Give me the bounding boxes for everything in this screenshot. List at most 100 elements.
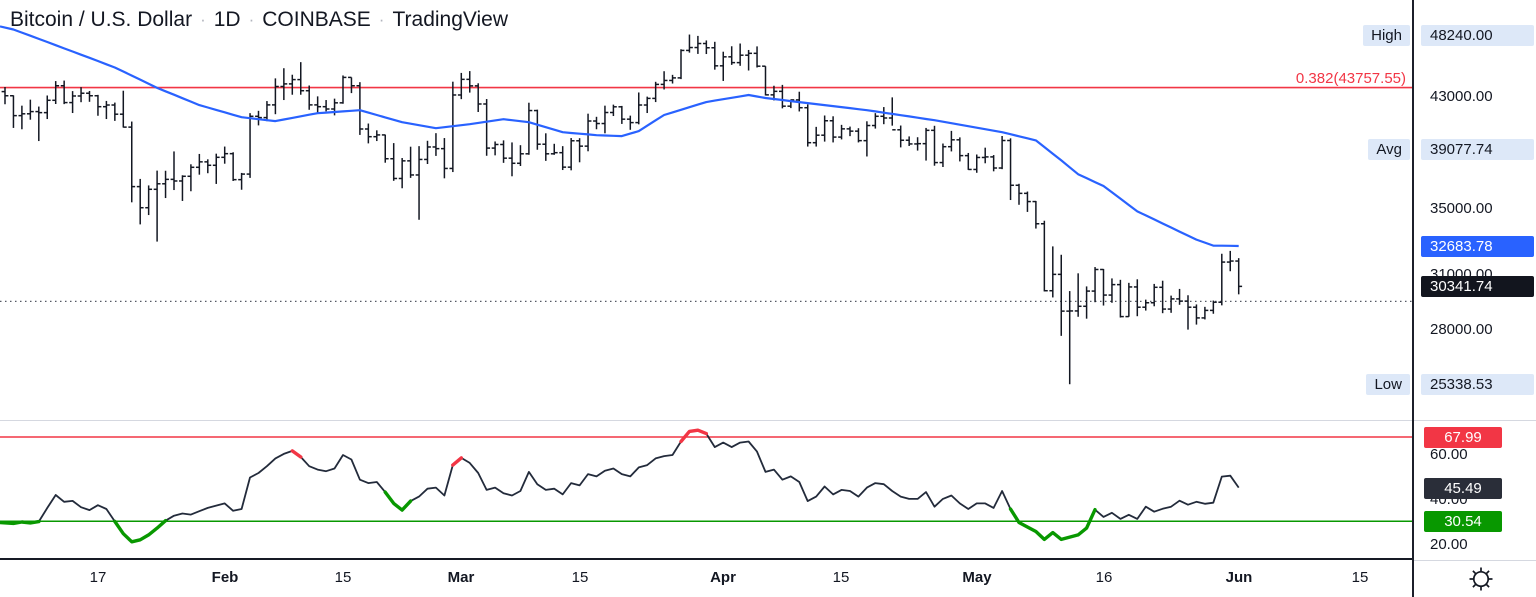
candle	[779, 84, 786, 109]
rsi-axis-label: 60.00	[1430, 446, 1468, 463]
price-axis-label: 35000.00	[1430, 200, 1493, 217]
candle	[381, 134, 389, 163]
pane-separator[interactable]	[0, 420, 1536, 421]
time-axis-day-label: 15	[571, 569, 589, 586]
candle	[1226, 250, 1234, 272]
candle	[229, 152, 237, 181]
candle	[60, 80, 68, 105]
candle	[474, 83, 482, 112]
chart-surface[interactable]	[0, 0, 1412, 597]
candle	[610, 104, 617, 117]
candle	[694, 35, 702, 54]
candle	[618, 105, 626, 124]
candle	[1159, 280, 1167, 314]
price-axis-label: 52000.00	[1430, 0, 1493, 4]
candle	[305, 85, 313, 110]
rsi-oversold-segment	[0, 519, 41, 526]
candle	[1176, 288, 1183, 305]
fib-level-label: 0.382(43757.55)	[1295, 70, 1406, 87]
candle	[424, 140, 431, 164]
time-axis-day-label: 15	[334, 569, 352, 586]
candle	[542, 133, 550, 161]
candle	[821, 115, 829, 142]
candle	[517, 145, 524, 166]
candle	[559, 146, 567, 171]
candle	[1057, 254, 1065, 336]
candle	[187, 164, 195, 192]
candle	[128, 121, 136, 203]
ma-line[interactable]	[0, 25, 1239, 248]
candle	[753, 46, 761, 68]
candle	[643, 96, 651, 114]
candle	[728, 46, 736, 65]
candle	[415, 146, 423, 220]
candle	[119, 90, 127, 128]
candle	[1083, 286, 1090, 319]
candle	[973, 154, 981, 173]
candle	[550, 143, 558, 155]
candle	[263, 101, 271, 122]
candle	[1117, 279, 1124, 318]
candle	[466, 71, 474, 93]
exchange-label: COINBASE	[262, 8, 371, 31]
time-axis-month-label: May	[962, 569, 992, 586]
low-name-badge: Low	[1366, 374, 1410, 395]
candle	[364, 123, 372, 144]
candle	[533, 109, 541, 150]
candle	[179, 175, 186, 201]
rsi-oversold-segment	[113, 519, 168, 544]
candle	[652, 81, 660, 103]
candle	[1007, 138, 1014, 201]
rsi-line[interactable]	[0, 429, 1240, 543]
candle	[719, 51, 727, 81]
settings-icon[interactable]	[1466, 564, 1496, 594]
candle	[922, 127, 930, 161]
candle	[593, 116, 600, 130]
candle	[812, 126, 820, 147]
candle	[702, 40, 710, 55]
time-axis-month-label: Apr	[710, 569, 736, 586]
low-value-badge: 25338.53	[1421, 374, 1534, 395]
candle	[948, 130, 955, 152]
candle	[1024, 191, 1031, 212]
title-separator-icon: ·	[248, 10, 255, 29]
candle	[322, 100, 330, 112]
candle	[407, 146, 414, 178]
price-axis-label: 43000.00	[1430, 88, 1493, 105]
candle	[745, 49, 752, 71]
rsi-axis-label: 20.00	[1430, 536, 1468, 553]
candle	[111, 102, 119, 121]
time-axis-day-label: 17	[89, 569, 107, 586]
candle	[162, 170, 169, 199]
candle	[1218, 253, 1226, 306]
candle	[10, 94, 17, 128]
candle	[204, 159, 212, 174]
candle	[855, 128, 862, 143]
candle	[1100, 268, 1107, 306]
candle	[272, 78, 279, 115]
candle	[635, 92, 643, 125]
candle	[1193, 304, 1200, 325]
candle	[525, 102, 533, 155]
candle	[567, 138, 575, 171]
ma-value-badge: 32683.78	[1421, 236, 1534, 257]
candle	[829, 116, 837, 143]
candle	[18, 105, 26, 130]
high-value-badge: 48240.00	[1421, 25, 1534, 46]
candle	[669, 74, 676, 84]
candle	[888, 97, 896, 131]
candle	[838, 124, 845, 140]
candle	[576, 138, 583, 163]
candle	[863, 121, 871, 157]
candle	[998, 136, 1006, 170]
candle	[1201, 306, 1209, 320]
candle	[1142, 299, 1150, 311]
rsi-oversold-segment	[1008, 507, 1097, 542]
rsi-overbought-segment	[451, 456, 463, 467]
rsi-lower-band-badge: 30.54	[1424, 511, 1502, 532]
candle	[981, 147, 989, 164]
candle	[441, 138, 448, 179]
candle	[1015, 183, 1023, 205]
candle	[246, 113, 254, 178]
